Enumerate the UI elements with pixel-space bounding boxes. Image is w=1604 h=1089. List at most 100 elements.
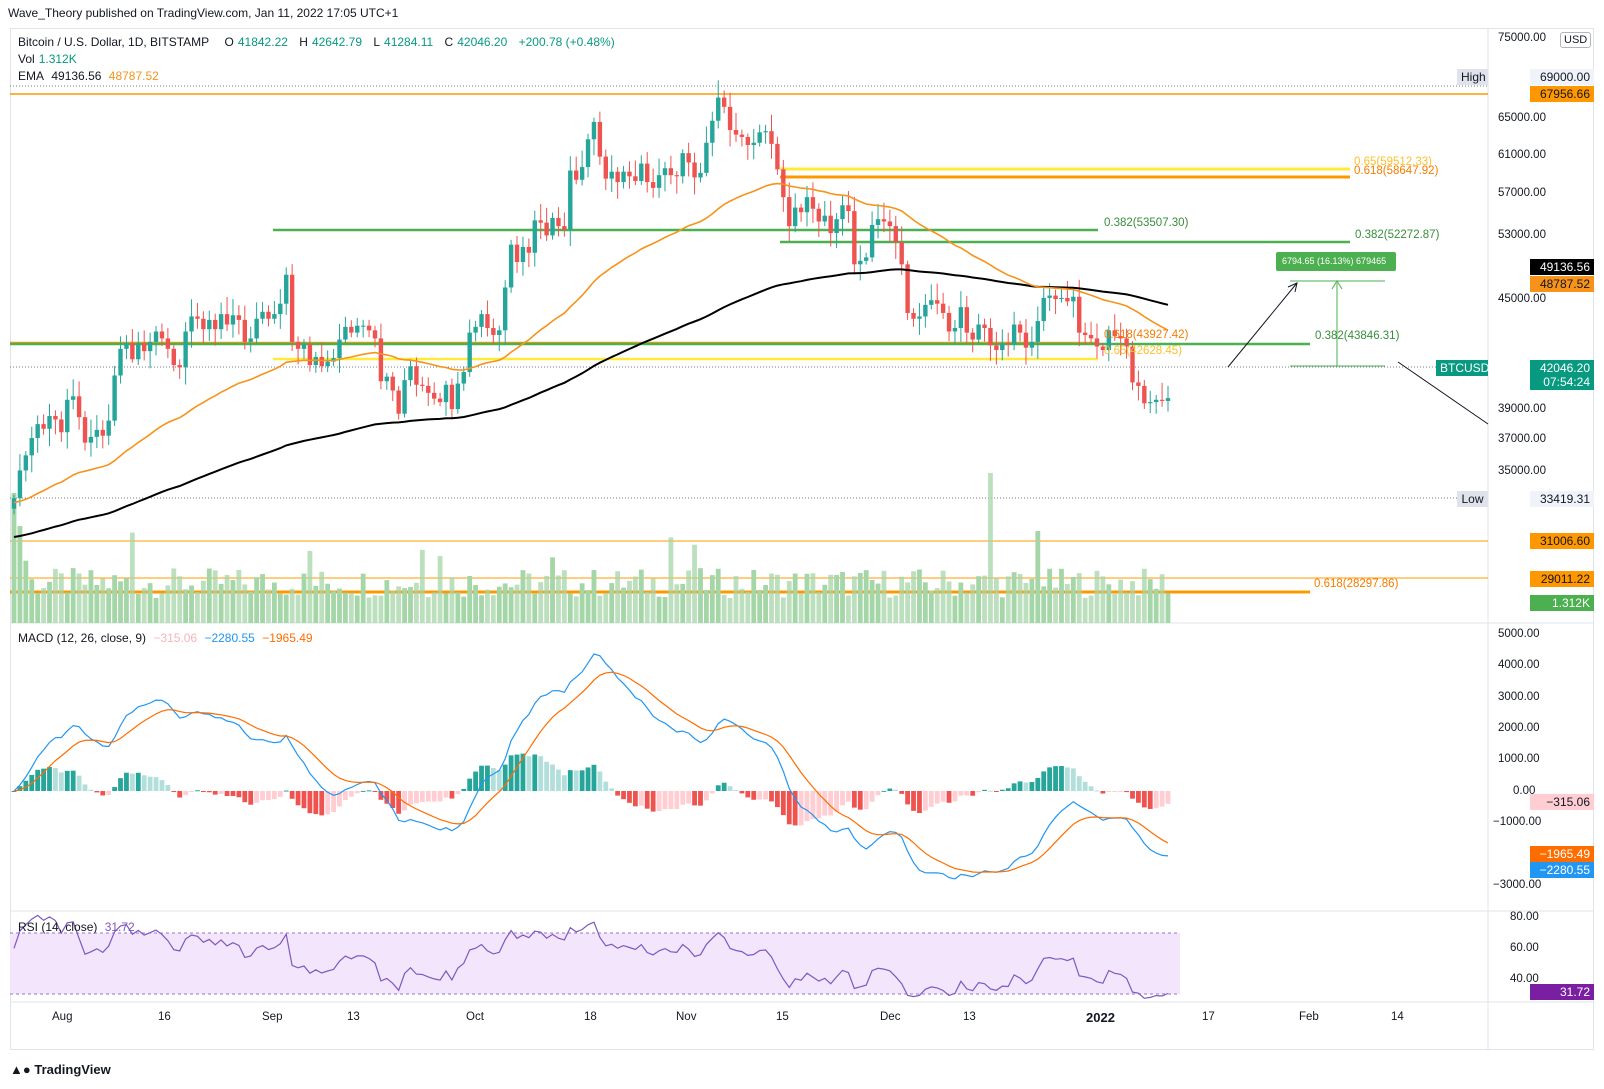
macd-histogram-bar [473, 771, 478, 791]
volume-bar [810, 573, 816, 623]
macd-histogram-bar [532, 754, 538, 791]
ema-legend: EMA 49136.56 48787.52 [18, 69, 159, 83]
volume-bar [165, 585, 171, 623]
ema-lines [13, 182, 1169, 538]
macd-histogram-bar [224, 791, 230, 796]
volume-bar [1153, 588, 1159, 623]
candle-body [574, 170, 579, 180]
candle-body [710, 120, 715, 143]
candle-body [798, 207, 804, 213]
volume-bar [479, 595, 484, 623]
volume-bar [266, 589, 271, 623]
candle-body [384, 376, 390, 382]
volume-bar [988, 473, 993, 623]
volume-bar [538, 582, 544, 623]
candle-body [739, 134, 745, 137]
candle-body [153, 331, 159, 342]
macd-histogram-bar [952, 791, 958, 802]
macd-histogram-bar [1088, 786, 1094, 791]
candle-body [1011, 324, 1017, 345]
volume-bar [526, 573, 532, 623]
macd-histogram-bar [840, 791, 845, 806]
date-tick: 17 [1202, 1011, 1215, 1023]
volume-bar [520, 570, 526, 623]
macd-histogram-bar [674, 791, 680, 809]
volume-bar [804, 573, 810, 623]
macd-histogram-bar [212, 791, 218, 795]
volume-bar [1130, 581, 1135, 623]
macd-histogram-bar [195, 790, 200, 792]
macd-histogram-bar [112, 787, 118, 791]
candle-body [1142, 385, 1147, 404]
macd-histogram-bar [609, 788, 615, 791]
macd-histogram-bar [621, 791, 626, 800]
candle-body [621, 171, 626, 183]
candle-body [337, 339, 342, 359]
macd-histogram-bar [331, 791, 336, 813]
macd-histogram-bar [1011, 783, 1017, 791]
macd-histogram-bar [313, 791, 319, 815]
volume-bar [206, 568, 212, 623]
candle-body [426, 385, 431, 393]
volume-bar [177, 576, 183, 623]
volume-bar [857, 572, 863, 623]
macd-histogram-bar [1136, 791, 1141, 803]
last-price-tag: 42046.20 [1530, 360, 1594, 376]
macd-histogram-bar [118, 778, 123, 791]
candles[interactable] [11, 80, 1171, 515]
candle-body [236, 315, 242, 320]
macd-histogram-bar [526, 756, 532, 791]
currency-button[interactable]: USD [1560, 32, 1592, 48]
macd-histogram-bar [662, 791, 668, 810]
price-tick: 57000.00 [1498, 187, 1546, 199]
macd-histogram-bar [408, 791, 413, 805]
candle-body [988, 328, 993, 346]
candle-body [1041, 297, 1046, 322]
volume-bar [828, 574, 834, 623]
candle-body [53, 416, 58, 420]
candle-body [721, 97, 727, 107]
candle-body [177, 365, 182, 368]
macd-histogram-bar [603, 781, 609, 791]
macd-histogram-bar [100, 791, 106, 796]
volume-bar [366, 597, 372, 623]
candle-body [905, 264, 910, 313]
volume-bar [550, 557, 555, 623]
level-29011-tag: 29011.22 [1530, 571, 1594, 587]
candle-body [372, 330, 378, 339]
change-value: +200.78 (+0.48%) [518, 35, 615, 49]
macd-histogram-bar [692, 791, 697, 806]
candle-body [65, 399, 70, 433]
macd-histogram-bar [271, 791, 277, 800]
volume-bar [591, 570, 597, 623]
volume-bar [1106, 584, 1112, 623]
volume-bar [1088, 595, 1094, 623]
candle-body [420, 384, 425, 386]
candle-body [1148, 402, 1153, 404]
macd-histogram-bar [846, 791, 851, 802]
macd-histogram-bar [721, 782, 727, 791]
volume-bar [698, 568, 703, 623]
macd-histogram-bar [668, 791, 674, 810]
volume-bar [763, 585, 768, 623]
candle-body [840, 205, 845, 220]
macd-histogram-bar [887, 788, 893, 791]
candle-body [473, 326, 478, 333]
fib-065-top-label: 0.65(59512.33) [1354, 156, 1433, 168]
ema-value-2: 48787.52 [108, 69, 159, 83]
macd-histogram-bar [283, 790, 289, 792]
volume-bar [875, 583, 881, 623]
macd-histogram-bar [461, 788, 467, 791]
rsi-tick: 60.00 [1510, 942, 1539, 954]
macd-histogram-bar [485, 765, 490, 791]
candle-body [1088, 334, 1094, 339]
macd-histogram-bar [135, 772, 141, 791]
volume-bar [745, 591, 751, 623]
macd-histogram-bar [567, 770, 573, 791]
volume-bar [769, 573, 774, 623]
candle-body [532, 220, 537, 253]
price-tick: 35000.00 [1498, 465, 1546, 477]
volume-bar [348, 592, 354, 623]
macd-histogram-bar [816, 791, 822, 819]
